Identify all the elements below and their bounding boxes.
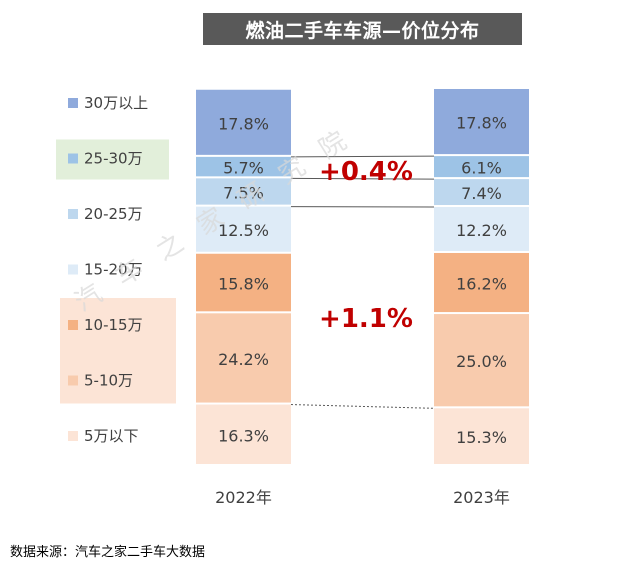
legend-swatch	[68, 320, 78, 330]
legend-swatch	[68, 98, 78, 108]
data-label: 17.8%	[218, 114, 269, 133]
data-label: 12.5%	[218, 221, 269, 240]
bar-1-5-10万	[196, 313, 291, 403]
chart-title: 燃油二手车车源—价位分布	[203, 13, 522, 45]
legend-swatch	[68, 209, 78, 219]
bar-2-15-20万	[434, 207, 529, 251]
data-label: 17.8%	[456, 114, 507, 133]
legend-swatch	[68, 375, 78, 386]
data-label: 5.7%	[223, 159, 264, 178]
x-tick-label: 2023年	[453, 488, 510, 507]
bar-2-5万以下	[434, 408, 529, 464]
data-label: 12.2%	[456, 221, 507, 240]
connector-line	[290, 155, 435, 158]
data-label: 7.5%	[223, 183, 264, 202]
data-label: 15.8%	[218, 275, 269, 294]
bar-1-5万以下	[196, 404, 291, 464]
bar-2-30万以上	[434, 89, 529, 155]
legend-label: 25-30万	[84, 150, 143, 168]
bar-2-10-15万	[434, 252, 529, 313]
legend-label: 20-25万	[84, 205, 143, 223]
legend-label: 5万以下	[84, 427, 139, 445]
bar-1-30万以上	[196, 89, 291, 155]
legend-label: 5-10万	[84, 372, 133, 390]
connector-line	[290, 404, 435, 409]
bar-1-15-20万	[196, 206, 291, 252]
connector-line	[290, 177, 435, 180]
legend-highlight-orange	[60, 298, 176, 404]
bar-2-25-30万	[434, 156, 529, 178]
legend-label: 30万以上	[84, 94, 148, 112]
bar-1-20-25万	[196, 178, 291, 205]
delta-annotation: +1.1%	[319, 304, 413, 334]
bar-1-10-15万	[196, 253, 291, 312]
bar-1-25-30万	[196, 156, 291, 177]
bar-2-20-25万	[434, 179, 529, 206]
legend-swatch	[68, 264, 78, 275]
data-label: 16.2%	[456, 275, 507, 294]
data-label: 15.3%	[456, 428, 507, 447]
data-label: 25.0%	[456, 352, 507, 371]
bar-2-5-10万	[434, 314, 529, 407]
legend-label: 15-20万	[84, 261, 143, 279]
data-label: 24.2%	[218, 350, 269, 369]
data-label: 6.1%	[461, 159, 502, 178]
data-label: 16.3%	[218, 426, 269, 445]
legend-swatch	[68, 431, 78, 441]
delta-annotation: +0.4%	[319, 157, 413, 187]
legend-swatch	[68, 153, 78, 164]
x-tick-label: 2022年	[215, 488, 272, 507]
data-label: 7.4%	[461, 184, 502, 203]
data-source-note: 数据来源：汽车之家二手车大数据	[10, 545, 206, 560]
legend-label: 10-15万	[84, 316, 143, 334]
